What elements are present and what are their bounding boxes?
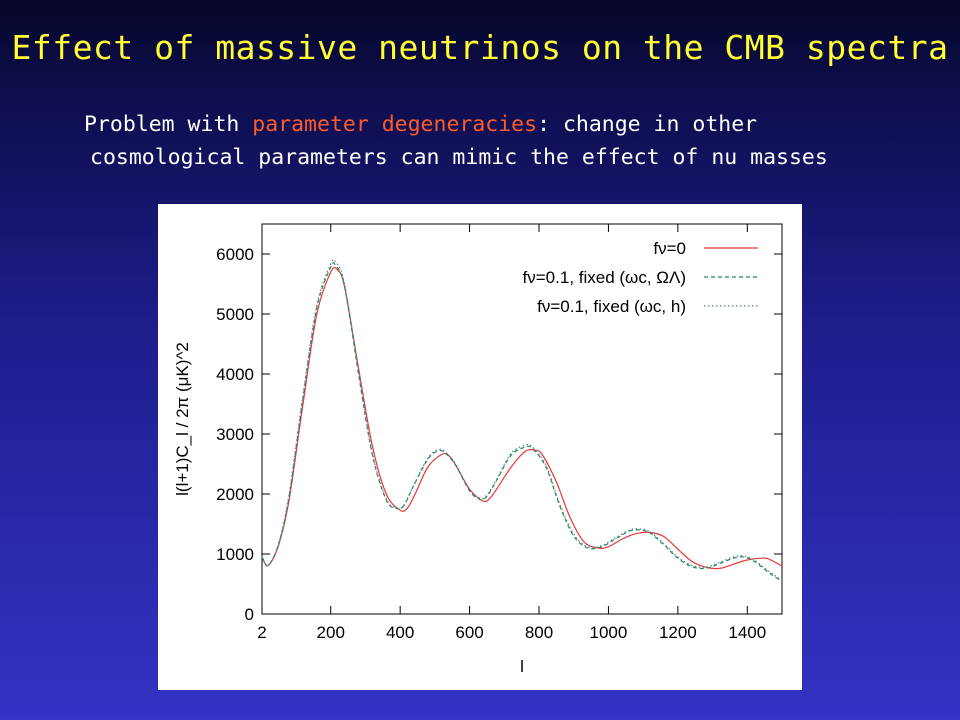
subtitle-text-pre: Problem with [84,112,253,137]
legend-label: fν=0.1, fixed (ωc, h) [537,297,686,316]
cmb-spectrum-chart: 2 200 400 600 800 1000 1200 1400 0 1000 2000 3000 40… [173,223,783,676]
x-tick-label: 600 [455,623,483,642]
y-tick-label: 4000 [216,365,254,384]
x-tick-label: 800 [525,623,553,642]
x-tick-label: 400 [386,623,414,642]
y-axis-label: l(l+1)C_l / 2π (μK)^2 [173,342,192,496]
chart-panel: 2 200 400 600 800 1000 1200 1400 0 1000 2000 3000 40… [158,204,802,690]
y-tick-label: 3000 [216,425,254,444]
slide-title: Effect of massive neutrinos on the CMB s… [11,28,949,67]
legend-label: fν=0.1, fixed (ωc, ΩΛ) [523,268,686,287]
series-line-2 [261,258,783,581]
x-tick-label: 1400 [728,623,766,642]
subtitle-text-post: : change in other [537,112,758,137]
chart-legend: fν=0 fν=0.1, fixed (ωc, ΩΛ) fν=0.1, fixed … [523,239,758,316]
y-tick-label: 0 [245,605,254,624]
y-tick-label: 2000 [216,485,254,504]
slide-subtitle: Problem with parameter degeneracies: cha… [84,108,944,174]
subtitle-highlight: parameter degeneracies [252,112,538,137]
x-tick-label: 200 [317,623,345,642]
legend-label: fν=0 [653,239,686,258]
series-line-0 [261,266,783,570]
axis-ticks: 2 200 400 600 800 1000 1200 1400 0 1000 2000 3000 40… [216,224,782,642]
y-tick-label: 6000 [216,245,254,264]
x-tick-label: 2 [257,623,266,642]
x-axis-label: l [520,657,524,676]
subtitle-line-2: cosmological parameters can mimic the ef… [90,145,828,170]
y-tick-label: 5000 [216,305,254,324]
chart-series [261,258,783,583]
x-tick-label: 1200 [659,623,697,642]
y-tick-label: 1000 [216,545,254,564]
x-tick-label: 1000 [590,623,628,642]
plot-frame [261,223,783,615]
series-line-1 [261,262,783,583]
